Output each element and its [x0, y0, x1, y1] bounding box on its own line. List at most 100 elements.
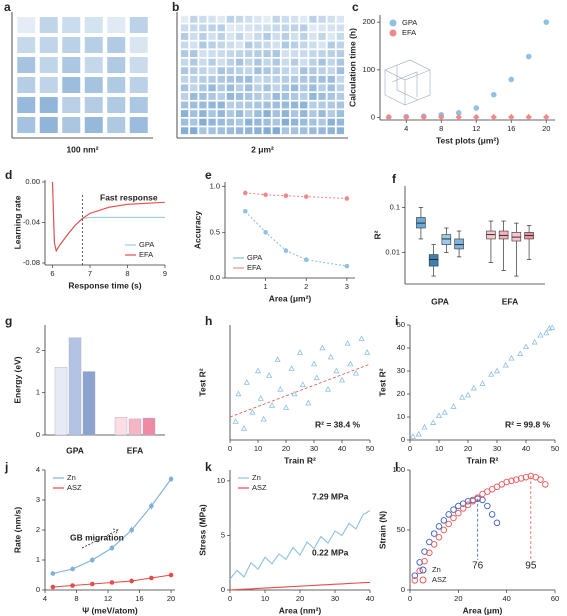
- pattern-cell: [129, 57, 148, 73]
- marker: [416, 559, 423, 566]
- pattern-cell: [235, 33, 244, 40]
- pattern-cell: [190, 75, 198, 83]
- pattern-cell: [245, 84, 253, 92]
- pattern-cell: [263, 93, 271, 100]
- x-tick-label: 0: [408, 594, 412, 603]
- pattern-cell: [327, 67, 335, 75]
- pattern-cell: [107, 17, 126, 33]
- pattern-cell: [254, 110, 262, 117]
- pattern-cell: [318, 101, 326, 109]
- marker: [455, 110, 462, 116]
- pattern-cell: [107, 57, 126, 73]
- legend-label: Zn: [67, 473, 76, 482]
- pattern-cell: [226, 58, 235, 66]
- pattern-cell: [217, 67, 225, 75]
- pattern-cell: [327, 118, 335, 126]
- pattern-cell: [190, 15, 198, 23]
- lattice: [384, 59, 431, 106]
- pattern-cell: [245, 75, 253, 83]
- pattern-cell: [327, 110, 335, 117]
- marker: [109, 545, 115, 551]
- pattern-cell: [84, 97, 103, 113]
- crystal-icon: [384, 59, 431, 106]
- marker: [435, 533, 443, 541]
- x-axis-label: Train R²: [284, 455, 316, 465]
- y-tick-label: 0: [401, 435, 405, 444]
- panel-letter: d: [5, 168, 12, 182]
- marker: [542, 481, 549, 488]
- pattern-cell: [62, 117, 81, 133]
- bar: [82, 371, 96, 436]
- pattern-cell: [336, 15, 345, 23]
- pattern-cell: [208, 110, 216, 117]
- marker: [358, 335, 365, 341]
- x-tick-label: 8: [125, 269, 129, 278]
- pattern-cell: [263, 24, 271, 32]
- marker: [445, 511, 452, 518]
- marker: [502, 361, 509, 368]
- x-tick-label: 50: [366, 444, 374, 453]
- pattern-cell: [226, 15, 235, 23]
- x-axis-label: Area (μm²): [269, 293, 312, 303]
- panel-letter: i: [395, 314, 398, 328]
- pattern-cell: [281, 58, 290, 66]
- pattern-cell: [254, 67, 262, 75]
- y-tick-label: 10: [397, 412, 405, 421]
- y-axis-label: Stress (MPa): [197, 504, 207, 556]
- pattern-cell: [84, 77, 103, 93]
- marker: [299, 381, 306, 387]
- pattern-cell: [281, 75, 290, 83]
- pattern-cell: [272, 58, 280, 66]
- pattern-cell: [290, 67, 299, 75]
- marker: [129, 578, 134, 584]
- marker: [415, 430, 422, 437]
- x-axis-label: Area (nm²): [279, 605, 322, 615]
- box: [441, 234, 452, 245]
- pattern-cell: [263, 101, 271, 109]
- pattern-cell: [129, 117, 148, 133]
- pattern-cell: [318, 127, 326, 135]
- pattern-cell: [309, 93, 317, 100]
- pattern-cell: [281, 118, 290, 126]
- pattern-cell: [17, 17, 36, 33]
- marker: [450, 506, 457, 513]
- pattern-cell: [318, 33, 326, 40]
- y-tick-label: 20: [397, 389, 405, 398]
- marker: [517, 350, 524, 356]
- pattern-cell: [327, 15, 335, 23]
- pattern-cell: [290, 84, 299, 92]
- pattern-cell: [318, 15, 326, 23]
- x-axis-label: Area (μm): [463, 605, 503, 615]
- legend-label: GPA: [402, 18, 417, 27]
- marker: [283, 248, 289, 253]
- marker: [450, 514, 457, 522]
- pattern-cell: [180, 127, 189, 135]
- marker: [490, 113, 497, 121]
- marker: [464, 501, 472, 509]
- series-line: [229, 581, 371, 591]
- x-tick-label: 9: [163, 269, 167, 278]
- y-axis-label: R²: [372, 230, 382, 239]
- pattern-cell: [129, 97, 148, 113]
- pattern-cell: [84, 117, 103, 133]
- marker: [508, 113, 515, 121]
- marker: [440, 526, 448, 534]
- pattern-cell: [272, 15, 280, 23]
- pattern-cell: [290, 15, 299, 23]
- y-tick-label: 2: [36, 525, 40, 534]
- marker: [254, 367, 262, 374]
- marker: [257, 395, 264, 401]
- pattern-cell: [272, 127, 280, 135]
- y-axis-label: Learning rate: [12, 195, 22, 249]
- marker: [450, 403, 457, 409]
- x-tick-label: 60: [551, 594, 559, 603]
- caption: 2 μm²: [251, 144, 274, 154]
- pattern-cell: [226, 50, 235, 57]
- pattern-cell: [190, 84, 198, 92]
- pattern-cell: [199, 67, 207, 75]
- pattern-cell: [272, 24, 280, 32]
- marker: [263, 192, 268, 198]
- marker: [455, 113, 462, 121]
- pattern-cell: [309, 50, 317, 57]
- pattern-cell: [300, 101, 308, 109]
